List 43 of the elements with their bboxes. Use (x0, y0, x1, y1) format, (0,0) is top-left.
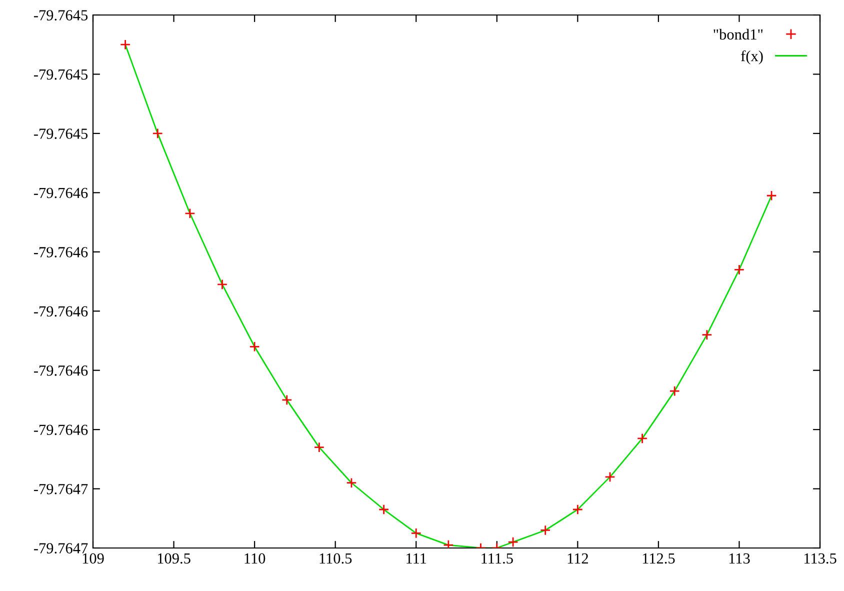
x-tick-label: 111.5 (482, 553, 513, 564)
point (282, 394, 292, 406)
x-tick-label: 110 (244, 553, 266, 564)
y-tick-label: -79.7645 (34, 69, 88, 80)
x-tick-label: 110.5 (320, 553, 352, 564)
point (508, 536, 518, 548)
point (216, 279, 228, 290)
y-tick-label: -79.7645 (34, 10, 88, 21)
point (314, 442, 325, 453)
point (669, 386, 680, 396)
y-tick-label: -79.7646 (34, 247, 88, 258)
point (152, 128, 163, 139)
point (572, 504, 584, 515)
point (120, 39, 131, 50)
y-tick-label: -79.7646 (34, 424, 88, 436)
x-tick-label: 109.5 (158, 553, 190, 564)
point (604, 472, 616, 482)
x-tick-label: 113.5 (804, 553, 836, 564)
point (346, 478, 357, 488)
point (702, 329, 712, 340)
line-series (124, 44, 772, 548)
point (443, 540, 454, 548)
x-tick-label: 113 (729, 553, 750, 564)
legend-label: "bond1" (714, 28, 763, 40)
y-tick-label: -79.7647 (34, 543, 88, 554)
y-tick-label: -79.7646 (34, 188, 88, 198)
legend-label: f(x) (741, 50, 763, 64)
y-tick-label: -79.7646 (34, 366, 88, 376)
x-tick-label: 111 (406, 553, 426, 564)
point (636, 433, 648, 444)
point (410, 528, 422, 539)
point (540, 524, 551, 536)
point (734, 264, 745, 276)
x-tick-label: 112 (568, 553, 588, 564)
y-tick-label: -79.7645 (34, 128, 88, 139)
point (249, 341, 260, 352)
x-tick-label: 112.5 (642, 553, 675, 564)
point (766, 190, 777, 201)
point (184, 208, 196, 219)
y-tick-label: -79.7647 (34, 484, 88, 494)
y-tick-label: -79.7646 (34, 306, 88, 317)
x-tick-label: 109 (82, 553, 104, 564)
point (378, 504, 390, 515)
